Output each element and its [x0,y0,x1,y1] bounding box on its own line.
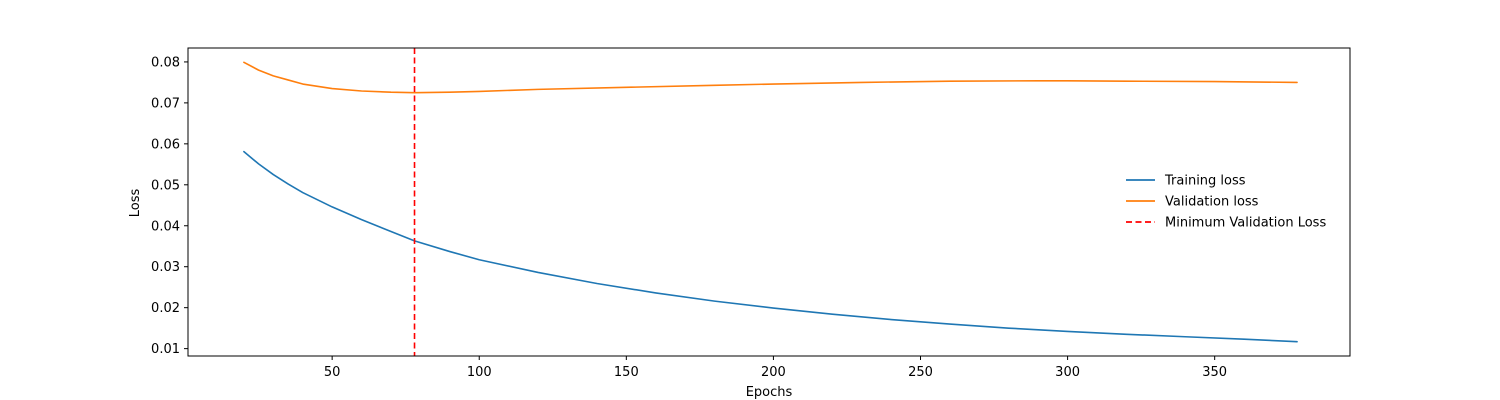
x-tick-label: 250 [908,365,933,380]
y-tick-label: 0.05 [151,178,180,193]
legend-label: Minimum Validation Loss [1165,216,1326,231]
y-tick-label: 0.01 [151,342,180,357]
y-axis-ticks: 0.01 0.02 0.03 0.04 0.05 0.06 0.07 0.08 [151,55,188,357]
legend-label: Training loss [1164,174,1246,189]
x-tick-label: 300 [1055,365,1080,380]
y-axis-label: Loss [128,189,143,218]
x-tick-label: 200 [761,365,786,380]
x-tick-label: 100 [467,365,492,380]
plot-frame [187,47,1351,357]
legend-label: Validation loss [1165,195,1259,210]
x-axis-label: Epochs [746,385,793,400]
series-line-1 [243,61,1298,94]
legend: Training loss Validation loss Minimum Vali… [1126,174,1326,231]
y-tick-label: 0.02 [151,301,180,316]
y-tick-label: 0.07 [151,96,180,111]
x-tick-label: 50 [324,365,341,380]
x-axis-ticks: 50 100 150 200 250 300 350 [324,356,1227,380]
y-tick-label: 0.06 [151,137,180,152]
plot-area [243,48,1298,356]
y-tick-label: 0.08 [151,55,180,70]
series-line-0 [243,150,1298,343]
y-tick-label: 0.03 [151,260,180,275]
y-tick-label: 0.04 [151,219,180,234]
x-tick-label: 350 [1202,365,1227,380]
x-tick-label: 150 [614,365,639,380]
